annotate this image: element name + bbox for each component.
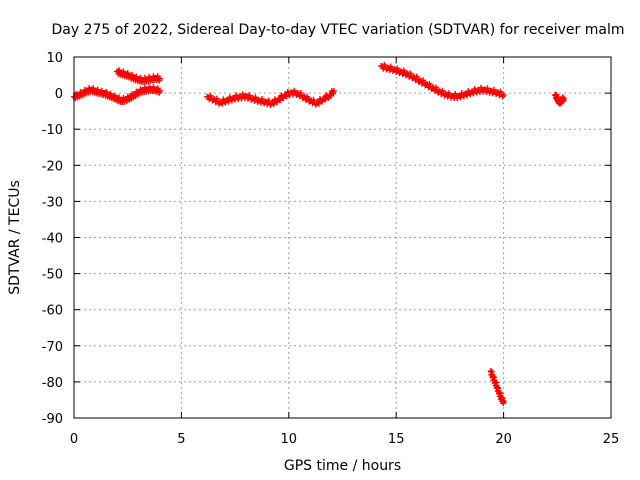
y-tick-label: -60	[42, 304, 63, 319]
x-tick-label: 20	[495, 432, 512, 447]
x-tick-label: 5	[177, 432, 185, 447]
y-tick-label: -10	[42, 123, 63, 138]
y-tick-label: -30	[42, 195, 63, 210]
y-tick-labels: 10 0 -10 -20 -30 -40 -50 -60 -70 -80 -90	[42, 51, 63, 427]
data-point	[322, 96, 329, 103]
data-point	[319, 98, 326, 105]
data-point	[156, 75, 163, 82]
plot-frame	[73, 56, 612, 419]
x-tick-label: 15	[388, 432, 405, 447]
y-tick-label: 10	[46, 51, 63, 66]
data-point	[280, 94, 287, 101]
y-tick-label: -80	[42, 376, 63, 391]
x-tick-labels: 0 5 10 15 20 25	[70, 432, 619, 447]
data-point	[277, 97, 284, 104]
data-point	[560, 95, 567, 102]
data-point	[500, 398, 507, 405]
data-point	[330, 87, 337, 94]
y-tick-label: -40	[42, 232, 63, 247]
x-tick-label: 0	[70, 432, 78, 447]
data-point	[314, 99, 321, 106]
series-segment-4	[487, 368, 507, 407]
series-segment-5	[552, 91, 567, 107]
y-tick-label: -70	[42, 340, 63, 355]
y-axis-label: SDTVAR / TECUs	[7, 180, 23, 295]
data-point	[315, 100, 322, 107]
series-segment-2	[204, 87, 337, 108]
data-point	[330, 90, 337, 97]
data-point	[270, 101, 277, 108]
grid	[74, 57, 611, 418]
x-tick-label: 25	[603, 432, 620, 447]
x-axis-label: GPS time / hours	[284, 458, 401, 474]
y-tick-label: -90	[42, 412, 63, 427]
data-point	[500, 91, 507, 98]
data-points	[71, 61, 567, 407]
series-segment-1-lower	[71, 84, 163, 106]
series-segment-3	[378, 61, 507, 101]
y-tick-label: 0	[55, 87, 63, 102]
y-tick-label: -50	[42, 268, 63, 283]
data-point	[276, 95, 283, 102]
chart-title: Day 275 of 2022, Sidereal Day-to-day VTE…	[52, 22, 625, 38]
x-tick-label: 10	[281, 432, 298, 447]
y-tick-label: -20	[42, 159, 63, 174]
data-point	[156, 87, 163, 94]
series-segment-1-upper	[113, 67, 163, 85]
